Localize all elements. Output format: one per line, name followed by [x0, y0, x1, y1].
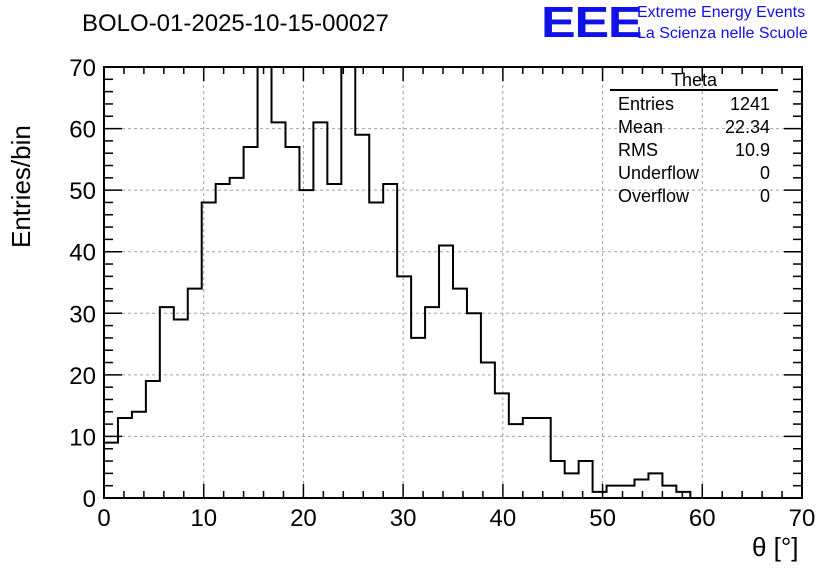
stats-box: Theta Entries 1241 Mean 22.34 RMS 10.9 Underflo…	[610, 70, 778, 206]
stats-title: Theta	[671, 70, 718, 90]
x-axis-label: θ [°]	[752, 532, 799, 562]
logo-line-1: Extreme Energy Events	[637, 4, 806, 21]
y-tick-label-2: 20	[69, 363, 96, 390]
x-tick-labels: 0 10 20 30 40 50 60 70	[97, 505, 815, 532]
y-tick-label-5: 50	[69, 178, 96, 205]
x-tick-label-5: 50	[589, 505, 616, 532]
stats-value-overflow: 0	[760, 186, 770, 206]
x-tick-label-0: 0	[97, 505, 110, 532]
stats-label-mean: Mean	[618, 117, 663, 137]
stats-value-underflow: 0	[760, 163, 770, 183]
eee-logo: EEE	[541, 0, 643, 47]
y-tick-label-1: 10	[69, 424, 96, 451]
stats-value-entries: 1241	[730, 94, 770, 114]
stats-value-rms: 10.9	[735, 140, 770, 160]
x-tick-label-3: 30	[390, 505, 417, 532]
x-tick-label-1: 10	[190, 505, 217, 532]
axis-ticks	[103, 66, 803, 499]
stats-label-rms: RMS	[618, 140, 658, 160]
histogram-outline	[103, 66, 802, 499]
x-tick-label-7: 70	[789, 505, 816, 532]
y-tick-label-7: 70	[69, 55, 96, 82]
stats-label-entries: Entries	[618, 94, 674, 114]
y-tick-label-6: 60	[69, 117, 96, 144]
y-tick-labels: 0 10 20 30 40 50 60 70	[69, 55, 96, 513]
y-axis-label: Entries/bin	[6, 125, 36, 248]
stats-value-mean: 22.34	[725, 117, 770, 137]
plot-frame	[103, 66, 803, 499]
y-tick-label-4: 40	[69, 240, 96, 267]
x-tick-label-6: 60	[689, 505, 716, 532]
stats-label-underflow: Underflow	[618, 163, 700, 183]
plot-title: BOLO-01-2025-10-15-00027	[82, 10, 389, 37]
stats-label-overflow: Overflow	[618, 186, 690, 206]
x-tick-label-4: 40	[490, 505, 517, 532]
y-tick-label-3: 30	[69, 301, 96, 328]
logo-line-2: La Scienza nelle Scuole	[637, 25, 808, 42]
y-tick-label-0: 0	[83, 486, 96, 513]
x-tick-label-2: 20	[290, 505, 317, 532]
